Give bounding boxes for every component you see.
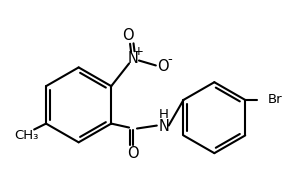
Text: O: O: [122, 28, 134, 43]
Text: N: N: [158, 119, 169, 134]
Text: CH₃: CH₃: [14, 129, 39, 142]
Text: H: H: [159, 108, 169, 121]
Text: Br: Br: [268, 94, 283, 106]
Text: O: O: [127, 146, 139, 161]
Text: N: N: [128, 51, 138, 66]
Text: -: -: [167, 53, 172, 66]
Text: +: +: [134, 45, 144, 58]
Text: O: O: [157, 59, 168, 74]
